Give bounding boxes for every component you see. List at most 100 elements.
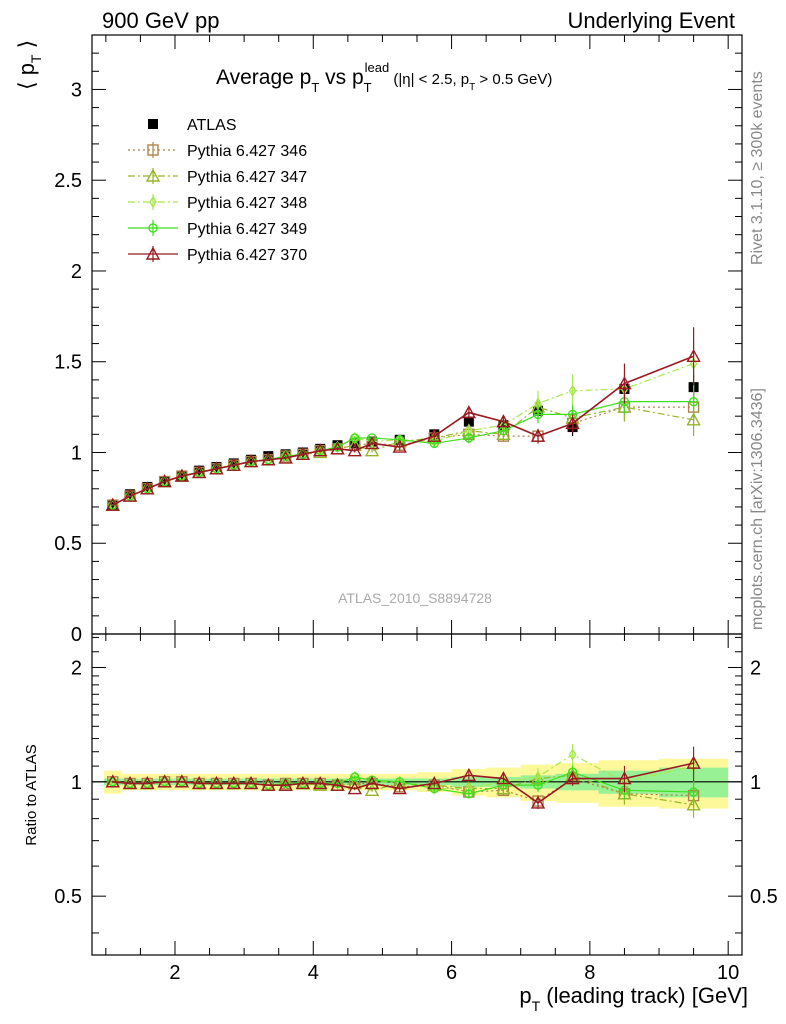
data-point — [142, 481, 153, 492]
ratio-point — [261, 777, 276, 791]
legend-label: Pythia 6.427 349 — [187, 221, 307, 238]
ratio-point — [226, 776, 241, 790]
data-point — [278, 450, 293, 464]
legend-entry: Pythia 6.427 347 — [128, 168, 307, 186]
x-tick-label: 10 — [717, 962, 739, 984]
x-tick-label: 2 — [169, 962, 180, 984]
ratio-y-tick-label-right: 0.5 — [750, 886, 778, 908]
data-point — [313, 443, 328, 457]
data-point — [565, 415, 580, 430]
data-point — [347, 443, 362, 457]
data-point — [568, 384, 577, 398]
y-tick-label: 1.5 — [54, 352, 82, 374]
legend-label: Pythia 6.427 347 — [187, 169, 307, 186]
x-tick-label: 6 — [446, 962, 457, 984]
legend-marker — [148, 119, 158, 129]
ratio-y-tick-label-right: 2 — [750, 657, 761, 679]
data-point — [125, 489, 136, 500]
ratio-point — [313, 776, 328, 790]
x-tick-label: 4 — [308, 962, 319, 984]
analysis-watermark: ATLAS_2010_S8894728 — [338, 590, 492, 606]
data-point — [211, 462, 222, 473]
ratio-point — [686, 755, 701, 769]
data-point — [364, 435, 380, 450]
data-point — [243, 454, 259, 468]
series-line — [112, 355, 694, 506]
legend-entry: Pythia 6.427 370 — [128, 246, 307, 264]
ratio-point — [174, 774, 190, 788]
legend-marker — [145, 246, 161, 260]
header-left: 900 GeV pp — [102, 8, 219, 33]
data-point — [427, 428, 442, 442]
data-point — [209, 461, 224, 475]
legend: ATLAS Pythia 6.427 346 Pythia 6.427 347 Pyt… — [128, 117, 307, 264]
legend-marker — [145, 168, 161, 182]
legend-entry: ATLAS — [148, 117, 237, 134]
data-point — [174, 468, 190, 482]
legend-entry: Pythia 6.427 346 — [128, 142, 307, 160]
data-point — [192, 464, 207, 479]
legend-label: Pythia 6.427 370 — [187, 247, 307, 264]
ratio-point — [364, 776, 380, 790]
data-point — [461, 405, 477, 419]
data-point — [617, 376, 632, 390]
y-tick-label: 0 — [71, 624, 82, 646]
data-point — [392, 439, 407, 453]
ratio-point — [278, 777, 293, 791]
mcplots-label: mcplots.cern.ch [arXiv:1306.3436] — [749, 388, 766, 630]
ratio-point — [209, 776, 224, 790]
svg-text:Average pT vs pTlead (|η| < 2.: Average pT vs pTlead (|η| < 2.5, pT > 0.… — [216, 60, 552, 95]
legend-marker — [147, 144, 159, 156]
ratio-point — [496, 771, 511, 785]
ratio-point — [364, 782, 380, 796]
ratio-point — [686, 797, 701, 811]
data-point — [226, 457, 241, 471]
y-tick-label: 2 — [71, 261, 82, 283]
x-tick-label: 8 — [584, 962, 595, 984]
ratio-y-tick-label: 2 — [71, 657, 82, 679]
ratio-y-tick-label: 1 — [71, 772, 82, 794]
ratio-point — [565, 771, 580, 785]
data-point — [122, 488, 138, 502]
data-point — [194, 465, 205, 476]
data-point — [157, 474, 172, 488]
chart-title: Average pT vs pTlead (|η| < 2.5, pT > 0.… — [216, 60, 552, 95]
ratio-point — [430, 782, 439, 795]
ratio-y-tick-label-right: 1 — [750, 772, 761, 794]
series-line — [112, 362, 694, 506]
svg-text:pT (leading track) [GeV]: pT (leading track) [GeV] — [519, 983, 748, 1014]
data-point — [105, 497, 120, 511]
data-point — [261, 452, 276, 466]
legend-label: Pythia 6.427 346 — [187, 143, 307, 160]
data-point — [350, 431, 359, 445]
ratio-point — [140, 776, 155, 790]
data-point — [140, 481, 155, 495]
ratio-point — [192, 776, 207, 790]
ratio-point — [243, 776, 259, 790]
ratio-point — [347, 781, 362, 795]
legend-entry: Pythia 6.427 349 — [128, 220, 307, 238]
ratio-panel: 0.5 0.5 1 1 2 2 2 4 6 8 10 Ratio to ATLAS — [23, 633, 778, 984]
ratio-point — [530, 795, 546, 809]
ratio-y-axis-label: Ratio to ATLAS — [23, 744, 40, 845]
y-tick-label: 0.5 — [54, 533, 82, 555]
ratio-point — [105, 774, 120, 788]
series-5 — [105, 327, 701, 511]
ratio-point — [617, 771, 632, 785]
data-point — [246, 454, 257, 465]
x-axis-label: pT (leading track) [GeV] — [519, 983, 748, 1014]
legend-marker — [149, 195, 157, 209]
y-axis-label: ⟨ pT ⟩ — [14, 40, 44, 90]
ratio-point — [392, 781, 407, 795]
y-tick-label: 3 — [71, 79, 82, 101]
ratio-point — [330, 777, 345, 791]
ratio-point — [157, 774, 172, 788]
series-line — [112, 406, 694, 506]
ratio-point — [295, 776, 311, 790]
ratio-point — [568, 748, 577, 761]
data-point — [295, 446, 311, 460]
data-point — [530, 428, 546, 442]
y-tick-label: 2.5 — [54, 170, 82, 192]
data-point — [330, 441, 345, 455]
